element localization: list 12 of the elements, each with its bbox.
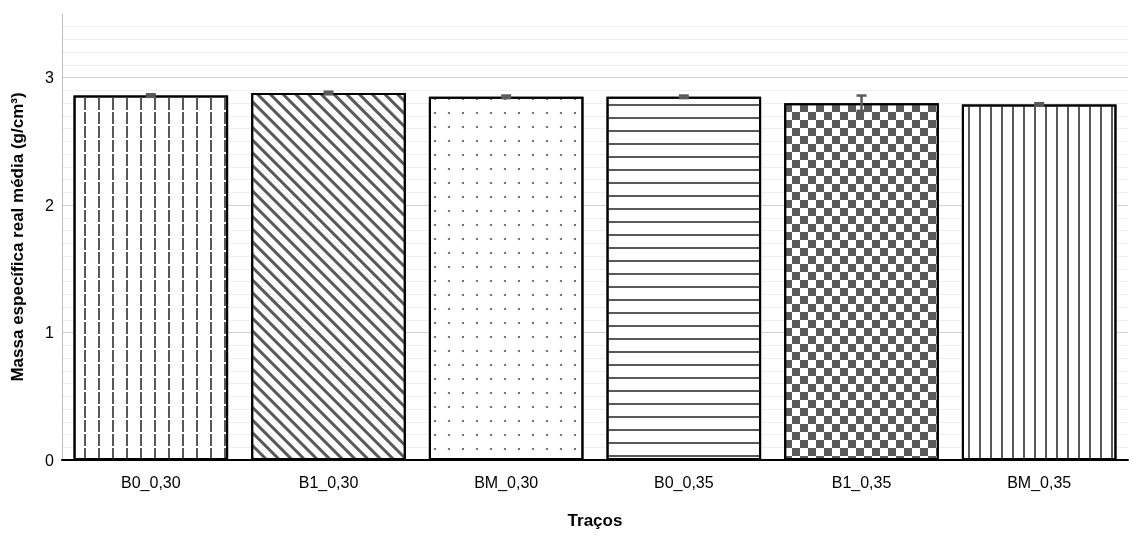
x-tick-label: B0_0,30: [121, 473, 181, 492]
y-tick-label: 2: [45, 196, 55, 214]
x-tick-label: BM_0,35: [1007, 473, 1072, 492]
y-tick-label: 3: [45, 69, 55, 87]
y-axis-title: Massa específica real média (g/cm³): [8, 92, 27, 382]
y-tick-label: 0: [45, 451, 55, 469]
y-tick-label: 1: [45, 324, 55, 342]
x-axis-title: Traços: [567, 511, 623, 530]
x-tick-label: B0_0,35: [654, 473, 714, 492]
x-tick-label: B1_0,30: [298, 473, 359, 492]
x-tick-label: BM_0,30: [474, 473, 539, 492]
x-tick-label: B1_0,35: [831, 473, 892, 492]
